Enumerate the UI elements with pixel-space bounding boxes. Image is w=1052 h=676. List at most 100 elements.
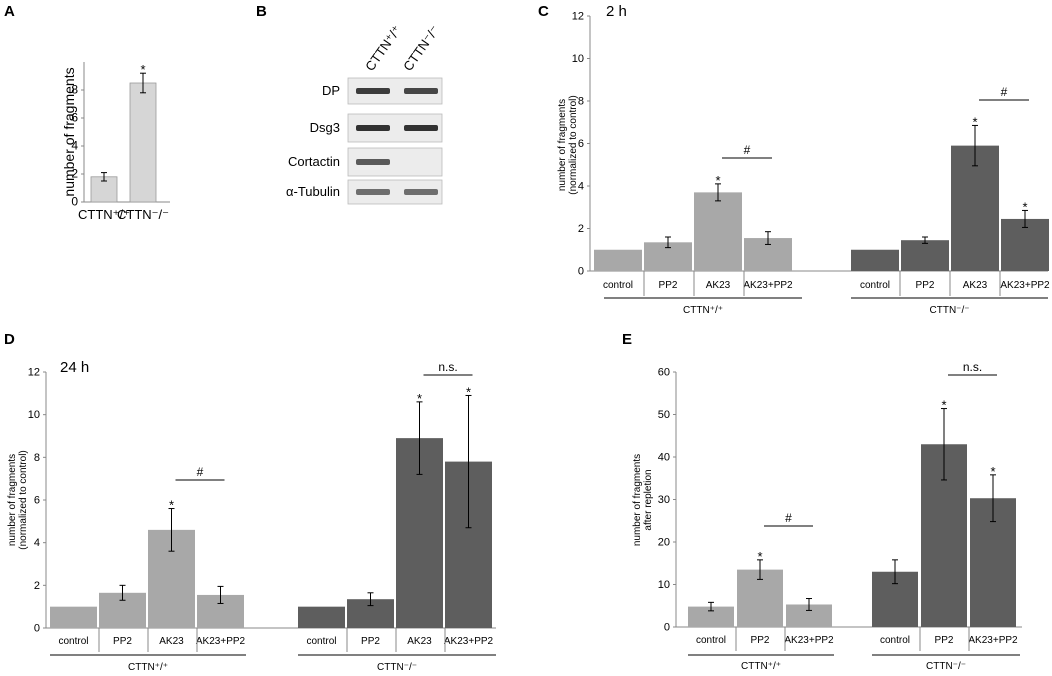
category-label: PP2 (659, 280, 678, 291)
bar (901, 240, 949, 271)
chart-panel-c: 2 h 0 2 4 6 8 10 12 number of fragments (normaliz… (557, 3, 1050, 316)
category-label: AK23+PP2 (784, 635, 834, 646)
y-tick-label: 6 (578, 138, 584, 150)
bar (851, 249, 899, 271)
y-axis-label: (normalized to control) (568, 95, 579, 194)
category-label: control (880, 635, 910, 646)
y-tick-label: 0 (664, 622, 670, 634)
significance-star: * (715, 173, 720, 188)
category-label: AK23 (407, 636, 432, 647)
y-tick-label: 6 (34, 495, 40, 507)
blot-band (404, 125, 438, 131)
panel-letter-b: B (256, 3, 267, 20)
y-tick-label: 0 (71, 195, 78, 209)
blot-band (356, 159, 390, 165)
y-tick-label: 50 (658, 409, 670, 421)
y-tick-label: 2 (34, 580, 40, 592)
significance-star: * (941, 398, 946, 413)
bar (951, 145, 999, 271)
bar (129, 82, 157, 203)
blot-row-label: Cortactin (288, 154, 340, 169)
y-axis-label: number of fragments (632, 454, 643, 546)
category-label: AK23 (159, 636, 184, 647)
panel-letter-a: A (4, 3, 15, 20)
category-label: PP2 (916, 280, 935, 291)
bar (694, 192, 742, 271)
y-tick-label: 12 (28, 367, 40, 379)
y-tick-label: 8 (578, 96, 584, 108)
category-label: AK23 (963, 280, 988, 291)
panel-letter-e: E (622, 331, 632, 348)
category-label: AK23+PP2 (1000, 280, 1050, 291)
category-label: control (306, 636, 336, 647)
category-label: CTTN⁺/⁺ (78, 207, 130, 222)
bar (786, 604, 832, 627)
category-label: AK23+PP2 (743, 280, 793, 291)
comparison-label: # (785, 511, 792, 525)
group-label: CTTN⁻/⁻ (926, 661, 966, 672)
significance-star: * (169, 498, 174, 513)
comparison-label: # (197, 465, 204, 479)
y-tick-label: 4 (71, 139, 78, 153)
y-axis-label: number of fragments (557, 99, 568, 191)
blot-row-label: α-Tubulin (286, 184, 340, 199)
chart-panel-d: 24 h 0 2 4 6 8 10 12 number of fragments (normali… (7, 359, 496, 673)
blot-band (356, 88, 390, 94)
category-label: PP2 (751, 635, 770, 646)
bar (298, 606, 345, 628)
y-tick-label: 2 (578, 223, 584, 235)
comparison-label: # (1001, 85, 1008, 99)
significance-star: * (466, 384, 471, 399)
category-label: PP2 (361, 636, 380, 647)
y-axis-label: number of fragments (7, 454, 18, 546)
y-tick-label: 4 (34, 537, 40, 549)
group-label: CTTN⁺/⁺ (128, 662, 168, 673)
significance-star: * (417, 391, 422, 406)
blot-panel-b: CTTN⁺/⁺CTTN⁻/⁻ DP Dsg3 Cortactin α-Tubulin (286, 23, 443, 205)
chart-panel-e: 0 10 20 30 40 50 60 number of fragments after re… (632, 360, 1022, 672)
y-tick-label: 4 (578, 181, 584, 193)
blot-row-label: Dsg3 (310, 120, 340, 135)
group-label: CTTN⁺/⁺ (683, 305, 723, 316)
y-tick-label: 10 (658, 579, 670, 591)
blot-band (356, 125, 390, 131)
y-tick-label: 20 (658, 537, 670, 549)
y-tick-label: 8 (34, 452, 40, 464)
category-label: CTTN⁻/⁻ (117, 207, 169, 222)
y-tick-label: 30 (658, 494, 670, 506)
significance-star: * (757, 549, 762, 564)
bar (50, 606, 97, 628)
y-tick-label: 2 (71, 167, 78, 181)
category-label: AK23+PP2 (968, 635, 1018, 646)
y-tick-label: 0 (34, 623, 40, 635)
chart-title: 24 h (60, 359, 89, 376)
blot-band (404, 88, 438, 94)
category-label: control (696, 635, 726, 646)
comparison-label: n.s. (963, 360, 982, 374)
y-tick-label: 0 (578, 266, 584, 278)
y-axis-label: number of fragments (61, 67, 77, 196)
blot-row-label: DP (322, 83, 340, 98)
y-tick-label: 12 (572, 11, 584, 23)
significance-star: * (1022, 199, 1027, 214)
category-label: AK23 (706, 280, 731, 291)
panel-letter-c: C (538, 3, 549, 20)
category-label: PP2 (935, 635, 954, 646)
category-label: control (603, 280, 633, 291)
category-label: AK23+PP2 (444, 636, 494, 647)
group-label: CTTN⁻/⁻ (930, 305, 970, 316)
y-tick-label: 8 (71, 83, 78, 97)
y-axis-label: after repletion (643, 469, 654, 530)
lane-label: CTTN⁻/⁻ (400, 23, 442, 74)
y-tick-label: 10 (28, 409, 40, 421)
y-tick-label: 40 (658, 452, 670, 464)
category-label: PP2 (113, 636, 132, 647)
category-label: AK23+PP2 (196, 636, 246, 647)
chart-title: 2 h (606, 3, 627, 20)
group-label: CTTN⁺/⁺ (741, 661, 781, 672)
category-label: control (860, 280, 890, 291)
category-label: control (58, 636, 88, 647)
significance-star: * (972, 114, 977, 129)
blot-band (356, 189, 390, 195)
